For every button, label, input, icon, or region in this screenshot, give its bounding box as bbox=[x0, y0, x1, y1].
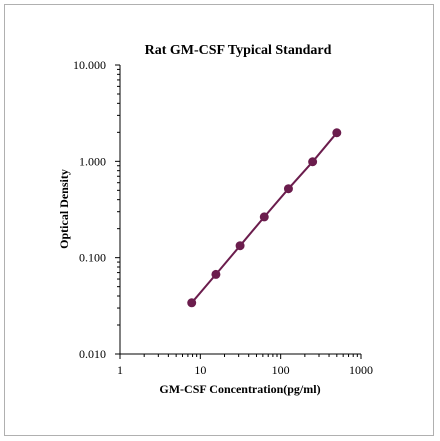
data-point bbox=[235, 241, 245, 251]
data-point bbox=[187, 298, 197, 308]
x-tick-label: 1000 bbox=[349, 363, 373, 377]
data-point bbox=[211, 269, 221, 279]
data-point bbox=[283, 184, 293, 194]
x-tick-label: 100 bbox=[272, 363, 290, 377]
y-tick-label: 10.000 bbox=[73, 58, 106, 72]
chart-title: Rat GM-CSF Typical Standard bbox=[145, 43, 332, 58]
x-tick-label: 1 bbox=[117, 363, 123, 377]
series bbox=[187, 128, 342, 308]
x-tick-label: 10 bbox=[194, 363, 206, 377]
data-point bbox=[259, 212, 269, 222]
tick-labels: 0.010 0.100 1.000 10.000 1 10 100 1000 bbox=[73, 58, 373, 377]
y-tick-label: 0.100 bbox=[79, 251, 106, 265]
chart-frame bbox=[4, 4, 434, 436]
axes bbox=[119, 65, 361, 355]
x-axis-label: GM-CSF Concentration(pg/ml) bbox=[159, 382, 320, 396]
data-point bbox=[332, 128, 342, 138]
y-axis-label: Optical Density bbox=[57, 169, 71, 249]
ticks bbox=[115, 64, 362, 359]
y-tick-label: 0.010 bbox=[79, 347, 106, 361]
y-tick-label: 1.000 bbox=[79, 154, 106, 168]
data-point bbox=[308, 157, 318, 167]
